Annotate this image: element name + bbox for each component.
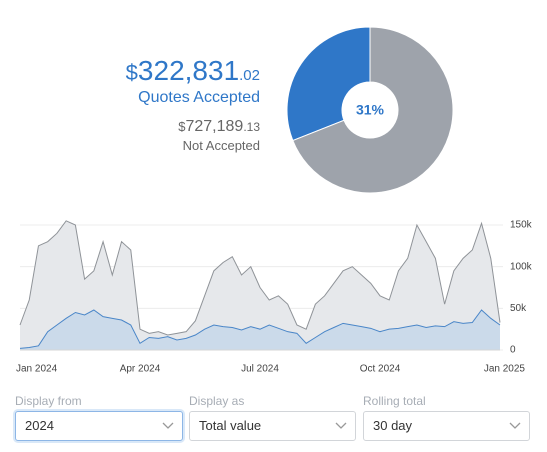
x-tick-label: Apr 2024 [120,364,161,375]
area-line [19,309,501,349]
chevron [162,422,174,429]
select-value: 2024 [25,418,54,433]
currency: $ [178,119,186,134]
area-line [19,220,501,336]
x-tick-label: Jan 2025 [484,364,526,375]
select[interactable]: Total value [189,411,356,441]
select-value: Total value [199,418,262,433]
cents: .13 [243,120,260,134]
y-tick-label: 100k [510,261,533,272]
donut-hole [342,82,398,138]
select[interactable]: 30 day [363,411,530,441]
chevron [335,422,347,429]
chevron [509,422,521,429]
control-label: Display from [15,394,82,408]
accepted-label: Quotes Accepted [138,89,260,106]
area-fill [20,220,500,350]
y-tick-label: 0 [510,345,516,356]
x-tick-label: Jul 2024 [241,364,279,375]
not-accepted-label: Not Accepted [182,138,260,153]
not-accepted-amount: $727,189.13 [178,118,260,136]
x-tick-label: Oct 2024 [360,364,401,375]
select-value: 30 day [373,418,413,433]
amount: 727,189 [185,118,244,135]
amount: 322,831 [137,55,240,86]
select[interactable]: 2024 [15,411,183,441]
y-tick-label: 50k [510,303,527,314]
control-label: Rolling total [363,394,426,408]
accepted-amount: $322,831.02 [126,55,260,87]
donut-label: 31% [356,102,385,118]
y-tick-label: 150k [510,220,533,231]
cents: .02 [239,67,260,84]
control-label: Display as [189,394,245,408]
charts: 31% 0 50k 100k 150k Jan 2024 Apr 2024 Jul 2024 O… [16,26,533,375]
currency: $ [125,60,138,85]
area-fill [20,310,500,350]
x-tick-label: Jan 2024 [16,364,58,375]
